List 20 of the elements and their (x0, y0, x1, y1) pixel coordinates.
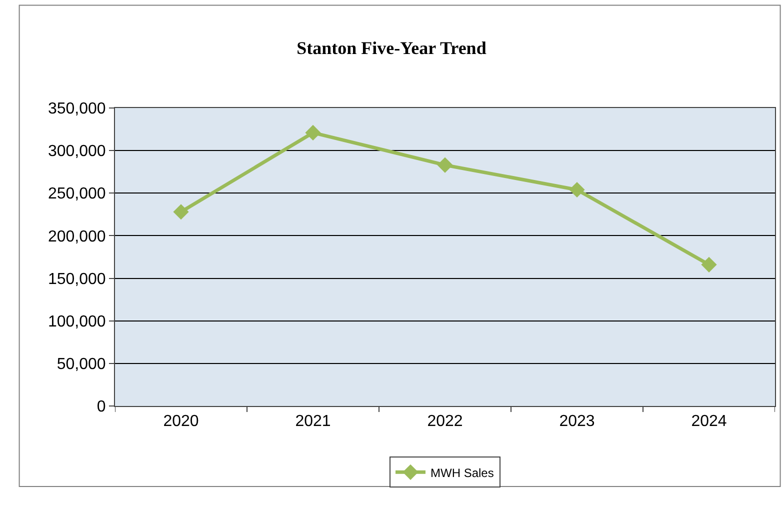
point (305, 124, 321, 140)
x-tick-label: 2021 (295, 413, 331, 430)
point (569, 182, 585, 198)
chart-title: Stanton Five-Year Trend (296, 38, 486, 58)
y-tick-label: 50,000 (56, 356, 106, 374)
point (437, 157, 453, 173)
y-tick-label: 300,000 (48, 143, 106, 160)
y-tick-label: 350,000 (48, 100, 106, 118)
x-tick-label: 2024 (691, 413, 727, 430)
x-tick-label: 2020 (163, 413, 199, 430)
x-tick-label: 2023 (559, 413, 595, 430)
legend-label: MWH Sales (430, 466, 494, 480)
y-tick-label: 100,000 (48, 313, 106, 330)
y-tick-label: 150,000 (48, 270, 106, 288)
x-tick-label: 2022 (427, 413, 463, 430)
point (173, 204, 189, 220)
y-tick-label: 200,000 (48, 228, 106, 246)
point (701, 256, 717, 272)
y-tick-label: 250,000 (48, 186, 106, 203)
y-tick-label: 0 (96, 398, 106, 416)
